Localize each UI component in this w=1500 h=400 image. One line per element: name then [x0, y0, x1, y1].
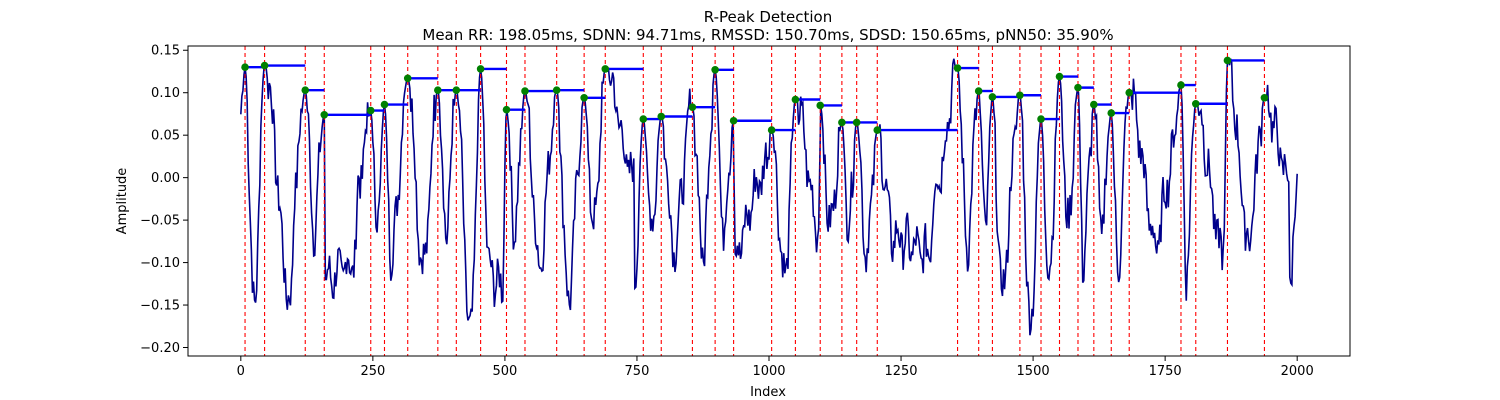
peak-marker	[1260, 94, 1269, 102]
peak-marker	[552, 86, 561, 94]
y-axis-label: Amplitude	[115, 168, 130, 235]
peak-marker	[1125, 88, 1134, 97]
peak-marker	[366, 106, 375, 115]
peak-marker	[301, 86, 310, 94]
peak-marker	[476, 65, 485, 73]
peak-marker	[988, 93, 997, 101]
peak-marker	[1107, 109, 1116, 117]
peak-marker	[320, 110, 329, 119]
y-tick-label: 0.00	[151, 171, 180, 186]
y-tick-label: −0.05	[140, 214, 180, 229]
x-axis-label: Index	[750, 385, 786, 400]
peak-marker	[403, 74, 412, 83]
peak-marker	[838, 118, 846, 127]
peak-marker	[974, 87, 983, 95]
x-tick-label: 1250	[884, 364, 917, 379]
x-tick-label: 500	[492, 364, 517, 379]
peak-marker	[1074, 83, 1082, 92]
chart-title: R-Peak Detection	[704, 8, 832, 26]
peak-marker	[1055, 72, 1064, 81]
chart-subtitle: Mean RR: 198.05ms, SDNN: 94.71ms, RMSSD:…	[422, 26, 1113, 44]
peak-marker	[452, 86, 461, 94]
y-tick-label: −0.15	[140, 299, 180, 314]
y-tick-label: −0.20	[140, 341, 180, 356]
x-axis: 0 250 500 750 1000 1250 1500 1750 2000	[237, 356, 1314, 379]
x-tick-label: 1750	[1149, 364, 1182, 379]
y-tick-label: 0.15	[151, 44, 180, 59]
x-tick-label: 750	[625, 364, 650, 379]
y-tick-label: 0.10	[151, 86, 180, 101]
peak-marker	[1037, 115, 1045, 123]
peak-marker	[521, 87, 529, 95]
peak-marker	[1016, 91, 1024, 100]
x-tick-label: 0	[237, 364, 245, 379]
peak-marker	[729, 116, 738, 125]
plot-area	[240, 46, 1298, 356]
peak-marker	[502, 105, 511, 114]
x-tick-label: 1500	[1017, 364, 1050, 379]
peak-marker	[688, 103, 697, 111]
peak-marker	[852, 118, 861, 127]
peak-marker	[580, 94, 588, 102]
peak-marker	[241, 63, 249, 72]
x-tick-label: 1000	[752, 364, 785, 379]
peak-marker	[639, 115, 648, 123]
peak-marker	[434, 86, 442, 94]
y-tick-label: 0.05	[151, 129, 180, 144]
peak-marker	[1090, 100, 1098, 109]
y-axis: −0.20 −0.15 −0.10 −0.05 0.00 0.05 0.10 0.15	[140, 44, 188, 356]
peak-marker	[816, 101, 825, 110]
peak-marker	[791, 95, 800, 104]
peak-marker	[380, 100, 389, 109]
peak-marker	[873, 126, 882, 134]
x-tick-label: 250	[360, 364, 385, 379]
peak-marker	[767, 126, 776, 134]
peak-marker	[711, 65, 719, 74]
peak-marker	[953, 64, 962, 72]
peak-marker	[601, 65, 610, 73]
peak-marker	[657, 112, 666, 121]
peak-marker	[1223, 56, 1232, 65]
y-tick-label: −0.10	[140, 256, 180, 271]
peak-marker	[1191, 99, 1200, 108]
x-tick-label: 2000	[1281, 364, 1314, 379]
peak-marker	[260, 61, 269, 70]
peak-marker	[1177, 81, 1185, 89]
ecg-signal-line	[240, 58, 1298, 336]
